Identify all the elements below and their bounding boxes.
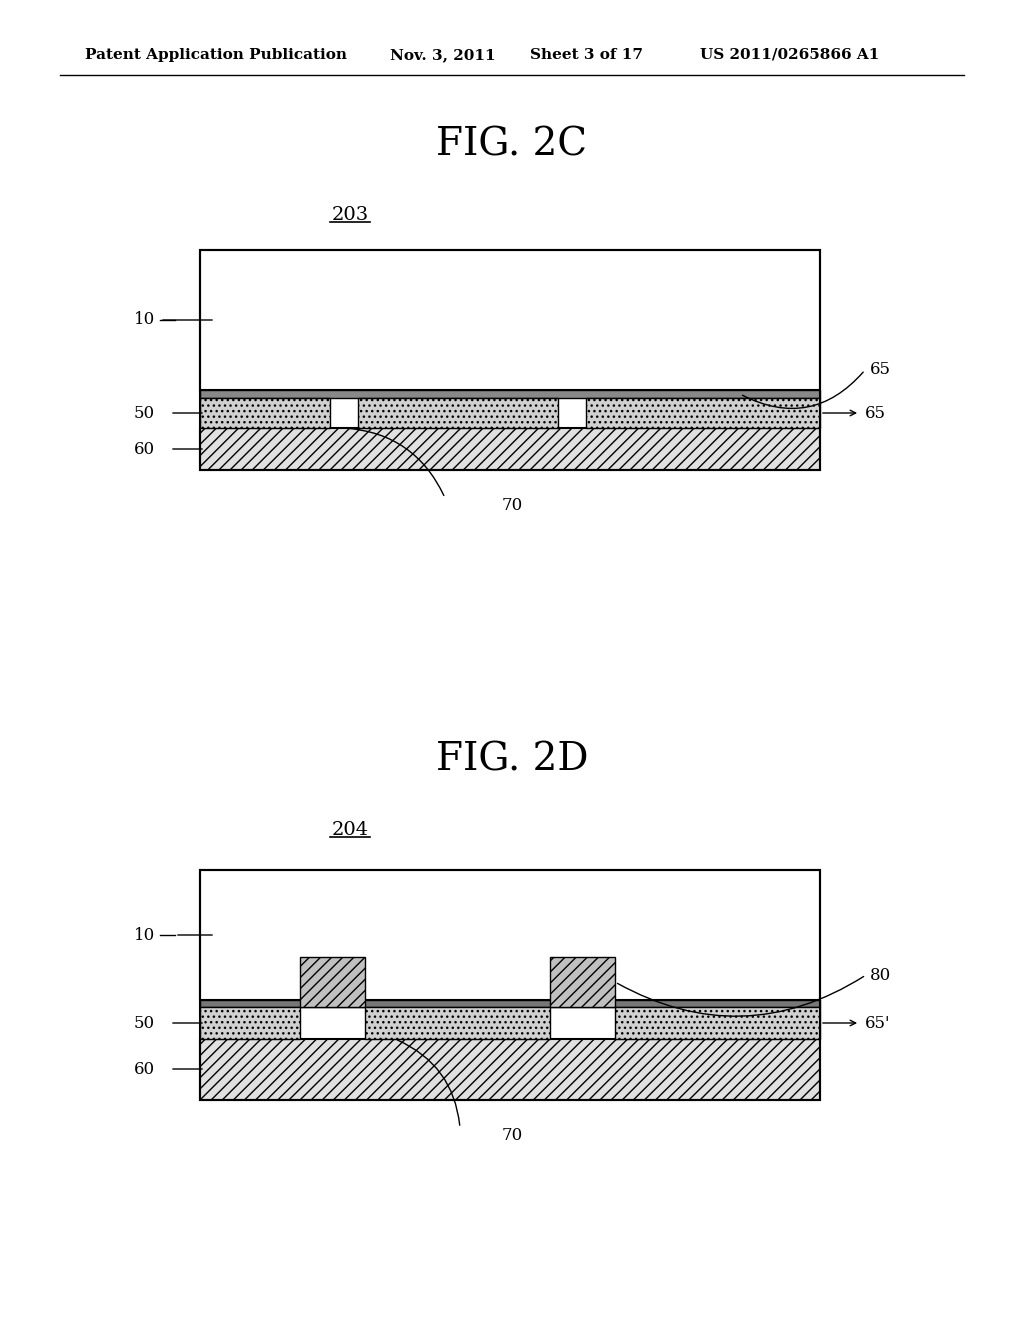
Text: 10: 10 bbox=[134, 927, 155, 944]
Text: 50: 50 bbox=[134, 1015, 155, 1031]
Bar bbox=[358, 399, 558, 428]
Text: 10: 10 bbox=[134, 312, 155, 329]
Bar bbox=[300, 957, 365, 1007]
Text: 70: 70 bbox=[502, 1126, 522, 1143]
Bar bbox=[200, 428, 820, 470]
Text: 65: 65 bbox=[865, 404, 886, 421]
Text: 80: 80 bbox=[870, 966, 891, 983]
Bar bbox=[586, 399, 820, 428]
Text: 60: 60 bbox=[134, 441, 155, 458]
Text: 50: 50 bbox=[134, 404, 155, 421]
Text: Nov. 3, 2011: Nov. 3, 2011 bbox=[390, 48, 496, 62]
Bar bbox=[200, 389, 820, 399]
Bar bbox=[200, 249, 820, 389]
Bar bbox=[200, 1001, 820, 1007]
Text: FIG. 2C: FIG. 2C bbox=[436, 127, 588, 164]
Bar bbox=[200, 870, 820, 1001]
Text: 65': 65' bbox=[865, 1015, 891, 1031]
Bar bbox=[200, 870, 820, 1100]
Text: 203: 203 bbox=[332, 206, 369, 224]
Bar bbox=[365, 1007, 550, 1039]
Text: FIG. 2D: FIG. 2D bbox=[436, 742, 588, 779]
Bar bbox=[200, 1039, 820, 1100]
Bar bbox=[550, 957, 615, 1007]
Text: 204: 204 bbox=[332, 821, 369, 840]
Text: Sheet 3 of 17: Sheet 3 of 17 bbox=[530, 48, 643, 62]
Text: US 2011/0265866 A1: US 2011/0265866 A1 bbox=[700, 48, 880, 62]
Text: 60: 60 bbox=[134, 1060, 155, 1077]
Bar bbox=[200, 249, 820, 470]
Bar bbox=[200, 1007, 300, 1039]
Text: 65: 65 bbox=[870, 362, 891, 379]
Text: Patent Application Publication: Patent Application Publication bbox=[85, 48, 347, 62]
Text: 70: 70 bbox=[502, 496, 522, 513]
Bar bbox=[615, 1007, 820, 1039]
Bar bbox=[200, 399, 330, 428]
